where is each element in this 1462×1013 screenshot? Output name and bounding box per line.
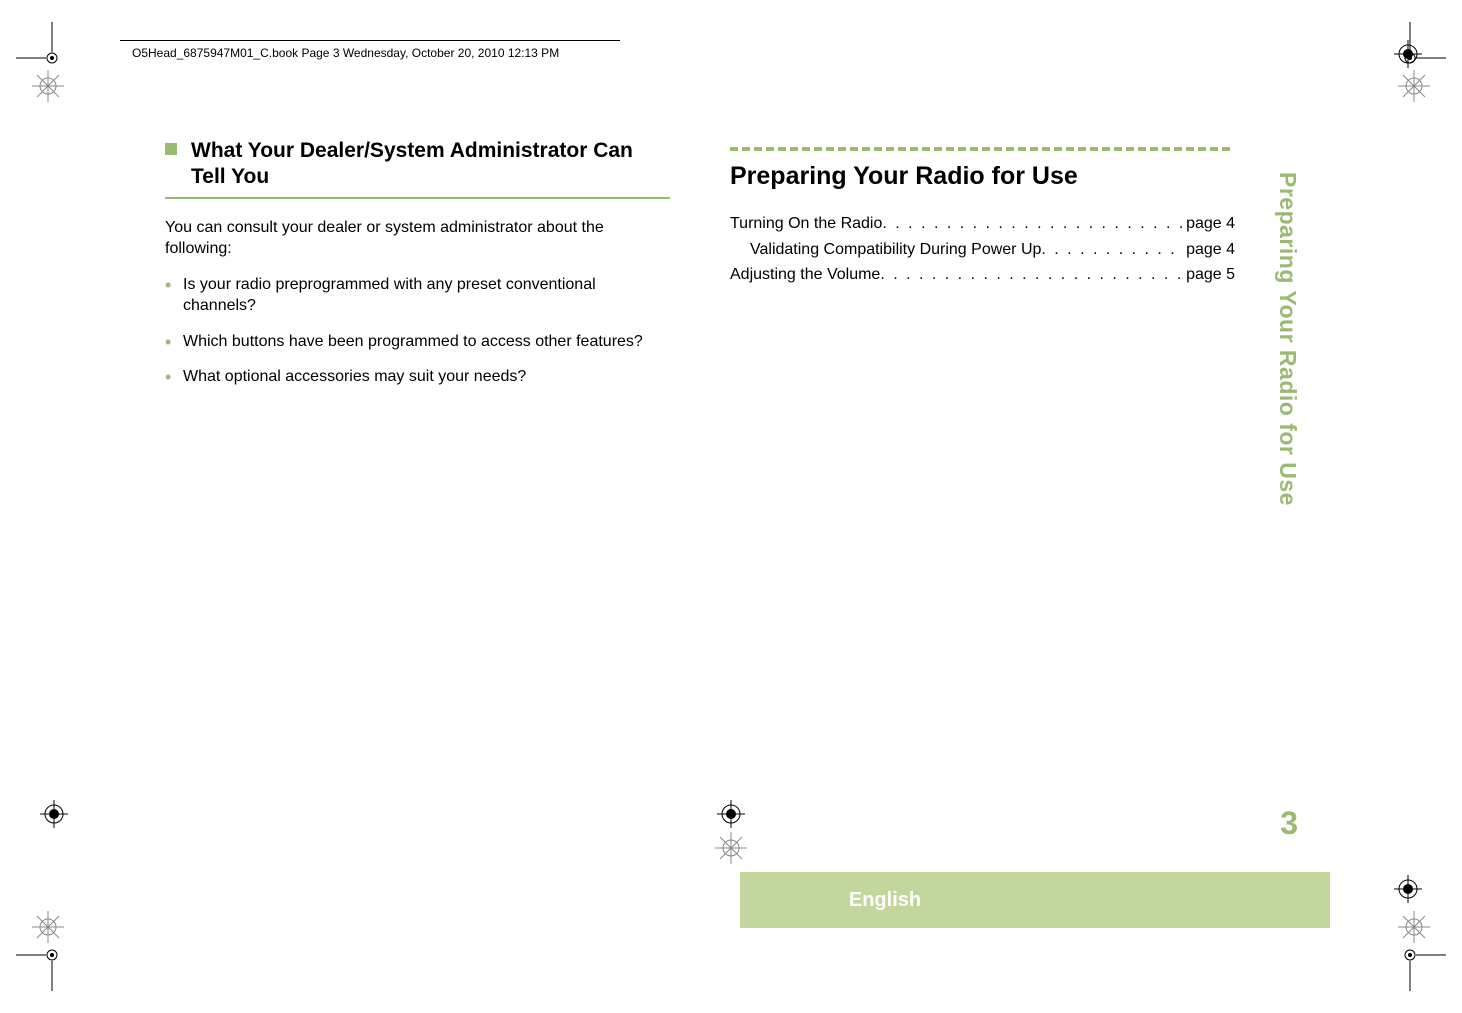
header-rule bbox=[120, 40, 620, 41]
intro-text: You can consult your dealer or system ad… bbox=[165, 217, 670, 260]
toc-page: page 4 bbox=[1182, 211, 1235, 237]
page-number: 3 bbox=[1280, 805, 1298, 842]
toc-row: Validating Compatibility During Power Up… bbox=[730, 237, 1235, 263]
side-tab-text: Preparing Your Radio for Use bbox=[1274, 172, 1301, 506]
toc-label: Adjusting the Volume bbox=[730, 262, 880, 288]
star-mark-br bbox=[1398, 911, 1430, 943]
crop-mark-br bbox=[1404, 949, 1446, 991]
toc-label: Validating Compatibility During Power Up bbox=[750, 237, 1041, 263]
registration-mark-right-lower bbox=[1394, 875, 1422, 903]
registration-mark-right-upper bbox=[1394, 40, 1422, 68]
dashed-rule bbox=[730, 138, 1235, 156]
toc-row: Adjusting the Volume page 5 bbox=[730, 262, 1235, 288]
bullet-list: Is your radio preprogrammed with any pre… bbox=[165, 274, 670, 388]
toc-row: Turning On the Radio page 4 bbox=[730, 211, 1235, 237]
chapter-title: Preparing Your Radio for Use bbox=[730, 162, 1235, 191]
star-mark-bl bbox=[32, 911, 64, 943]
toc: Turning On the Radiopage 4Validating Com… bbox=[730, 211, 1235, 288]
bullet-item: Which buttons have been programmed to ac… bbox=[165, 331, 670, 353]
toc-dots bbox=[882, 211, 1182, 237]
side-tab: Preparing Your Radio for Use bbox=[1274, 172, 1304, 602]
toc-dots bbox=[880, 262, 1182, 288]
section-title: What Your Dealer/System Administrator Ca… bbox=[191, 138, 670, 191]
crop-mark-tl bbox=[16, 22, 58, 64]
registration-mark-left bbox=[40, 800, 68, 828]
crop-mark-bl bbox=[16, 949, 58, 991]
star-mark-tl bbox=[32, 70, 64, 102]
language-band: English bbox=[740, 872, 1330, 928]
section-title-rule bbox=[165, 197, 670, 199]
star-mark-tr bbox=[1398, 70, 1430, 102]
toc-label: Turning On the Radio bbox=[730, 211, 882, 237]
left-column: What Your Dealer/System Administrator Ca… bbox=[165, 138, 670, 402]
right-column: Preparing Your Radio for Use Turning On … bbox=[730, 138, 1235, 402]
bullet-item: Is your radio preprogrammed with any pre… bbox=[165, 274, 670, 317]
toc-page: page 5 bbox=[1182, 262, 1235, 288]
section-bullet-icon bbox=[165, 143, 177, 155]
toc-page: page 4 bbox=[1182, 237, 1235, 263]
running-header: O5Head_6875947M01_C.book Page 3 Wednesda… bbox=[132, 46, 559, 60]
language-label: English bbox=[849, 889, 921, 912]
toc-dots bbox=[1041, 237, 1182, 263]
bullet-item: What optional accessories may suit your … bbox=[165, 366, 670, 388]
